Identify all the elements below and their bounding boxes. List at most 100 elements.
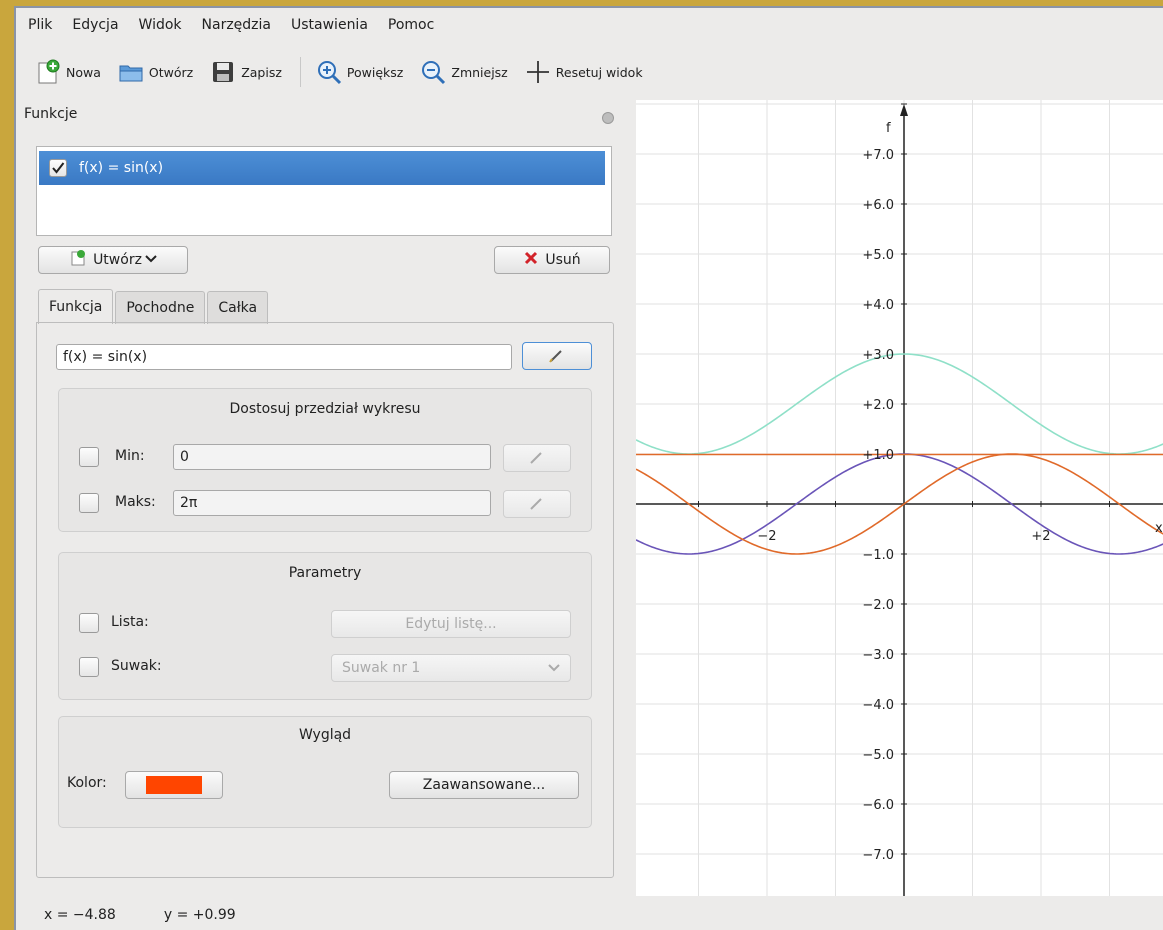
cursor-y-readout: y = +0.99 bbox=[163, 907, 236, 923]
color-label: Kolor: bbox=[67, 775, 107, 791]
function-visible-checkbox[interactable] bbox=[49, 159, 67, 177]
cursor-x-readout: x = −4.88 bbox=[44, 907, 116, 923]
toolbar: Nowa Otwórz Zapisz bbox=[16, 44, 1163, 100]
menu-ustawienia[interactable]: Ustawienia bbox=[291, 17, 368, 33]
function-list: f(x) = sin(x) bbox=[36, 146, 612, 236]
y-tick-label: −1.0 bbox=[862, 548, 894, 563]
appearance-group-title: Wygląd bbox=[298, 727, 352, 743]
max-checkbox[interactable] bbox=[79, 493, 99, 513]
delete-x-icon bbox=[523, 250, 539, 270]
min-input[interactable]: 0 bbox=[173, 444, 491, 470]
tab-pochodne[interactable]: Pochodne bbox=[115, 291, 206, 324]
parameters-group: Parametry Lista: Edytuj listę... Suwak: … bbox=[58, 552, 592, 700]
functions-panel-title: Funkcje bbox=[24, 106, 78, 122]
list-checkbox[interactable] bbox=[79, 613, 99, 633]
y-tick-label: +6.0 bbox=[862, 198, 894, 213]
y-tick-label: −6.0 bbox=[862, 798, 894, 813]
range-group: Dostosuj przedział wykresu Min: 0 Maks: … bbox=[58, 388, 592, 532]
save-button[interactable]: Zapisz bbox=[209, 58, 282, 86]
y-tick-label: −5.0 bbox=[862, 748, 894, 763]
menubar: Plik Edycja Widok Narzędzia Ustawienia P… bbox=[16, 8, 1163, 42]
min-label: Min: bbox=[115, 448, 145, 464]
function-item-label: f(x) = sin(x) bbox=[79, 160, 164, 176]
function-list-item[interactable]: f(x) = sin(x) bbox=[39, 151, 605, 185]
new-file-icon bbox=[34, 58, 62, 86]
check-icon bbox=[52, 162, 65, 174]
y-tick-label: −4.0 bbox=[862, 698, 894, 713]
create-button-label: Utwórz bbox=[93, 252, 142, 268]
y-axis-arrow bbox=[900, 104, 908, 116]
max-label: Maks: bbox=[115, 494, 156, 510]
plot-area[interactable]: −6−2+2+6+7.0+6.0+5.0+4.0+3.0+2.0+1.0−1.0… bbox=[483, 100, 1163, 896]
appearance-group: Wygląd Kolor: Zaawansowane... bbox=[58, 716, 592, 828]
y-tick-label: −2.0 bbox=[862, 598, 894, 613]
equation-input[interactable]: f(x) = sin(x) bbox=[56, 344, 512, 370]
zoom-out-button-label: Zmniejsz bbox=[451, 64, 508, 80]
reset-view-button[interactable]: Resetuj widok bbox=[524, 58, 643, 86]
edit-list-button[interactable]: Edytuj listę... bbox=[331, 610, 571, 638]
color-button[interactable] bbox=[125, 771, 223, 799]
max-editor-button[interactable] bbox=[503, 490, 571, 518]
slider-select-value: Suwak nr 1 bbox=[342, 660, 421, 676]
list-label: Lista: bbox=[111, 614, 149, 630]
menu-narzedzia[interactable]: Narzędzia bbox=[201, 17, 271, 33]
chevron-down-icon bbox=[145, 252, 157, 268]
tab-calka[interactable]: Całka bbox=[207, 291, 269, 324]
zoom-out-icon bbox=[419, 58, 447, 86]
menu-widok[interactable]: Widok bbox=[138, 17, 182, 33]
range-group-title: Dostosuj przedział wykresu bbox=[229, 401, 421, 417]
y-tick-label: −3.0 bbox=[862, 648, 894, 663]
menu-edycja[interactable]: Edycja bbox=[72, 17, 119, 33]
min-checkbox[interactable] bbox=[79, 447, 99, 467]
min-editor-button[interactable] bbox=[503, 444, 571, 472]
advanced-button[interactable]: Zaawansowane... bbox=[389, 771, 579, 799]
new-button[interactable]: Nowa bbox=[34, 58, 101, 86]
x-axis-label: x bbox=[1155, 521, 1163, 536]
save-icon bbox=[209, 58, 237, 86]
menu-pomoc[interactable]: Pomoc bbox=[387, 17, 435, 33]
zoom-in-button[interactable]: Powiększ bbox=[315, 58, 403, 86]
statusbar: x = −4.88 y = +0.99 bbox=[16, 900, 1163, 930]
pencil-icon bbox=[530, 452, 542, 464]
open-button-label: Otwórz bbox=[148, 64, 194, 80]
slider-label: Suwak: bbox=[111, 658, 162, 674]
zoom-in-icon bbox=[315, 58, 343, 86]
x-tick-label: +2 bbox=[1031, 529, 1050, 544]
zoom-in-button-label: Powiększ bbox=[346, 64, 404, 80]
create-button[interactable]: Utwórz bbox=[38, 246, 188, 274]
slider-checkbox[interactable] bbox=[79, 657, 99, 677]
y-tick-label: +7.0 bbox=[862, 148, 894, 163]
y-tick-label: +2.0 bbox=[862, 398, 894, 413]
y-axis-label: f bbox=[886, 121, 891, 136]
y-tick-label: +3.0 bbox=[862, 348, 894, 363]
y-tick-label: −7.0 bbox=[862, 848, 894, 863]
folder-open-icon bbox=[117, 58, 145, 86]
toolbar-separator bbox=[299, 57, 301, 87]
equation-editor-button[interactable] bbox=[522, 342, 592, 370]
reset-view-button-label: Resetuj widok bbox=[555, 64, 643, 80]
pencil-icon bbox=[530, 498, 542, 510]
zoom-out-button[interactable]: Zmniejsz bbox=[419, 58, 508, 86]
menu-plik[interactable]: Plik bbox=[28, 17, 53, 33]
delete-button-label: Usuń bbox=[545, 252, 581, 268]
x-tick-label: −2 bbox=[757, 529, 776, 544]
function-plot[interactable]: −6−2+2+6+7.0+6.0+5.0+4.0+3.0+2.0+1.0−1.0… bbox=[483, 100, 1163, 896]
chevron-down-icon bbox=[548, 664, 560, 672]
function-tabs: Funkcja Pochodne Całka bbox=[38, 289, 270, 324]
crosshair-icon bbox=[524, 58, 552, 86]
save-button-label: Zapisz bbox=[241, 64, 282, 80]
open-button[interactable]: Otwórz bbox=[117, 58, 193, 86]
y-tick-label: +1.0 bbox=[862, 448, 894, 463]
max-input[interactable]: 2π bbox=[173, 490, 491, 516]
color-swatch bbox=[146, 776, 202, 794]
parameters-group-title: Parametry bbox=[288, 565, 362, 581]
new-function-icon bbox=[69, 249, 87, 271]
delete-button[interactable]: Usuń bbox=[494, 246, 610, 274]
tab-funkcja[interactable]: Funkcja bbox=[38, 289, 114, 324]
panel-close-icon[interactable] bbox=[602, 112, 614, 124]
shifted-curve bbox=[635, 353, 1163, 455]
kmplot-window: Plik Edycja Widok Narzędzia Ustawienia P… bbox=[14, 6, 1163, 930]
sin-curve bbox=[635, 453, 1163, 555]
slider-select[interactable]: Suwak nr 1 bbox=[331, 654, 571, 682]
tab-content bbox=[36, 322, 614, 878]
